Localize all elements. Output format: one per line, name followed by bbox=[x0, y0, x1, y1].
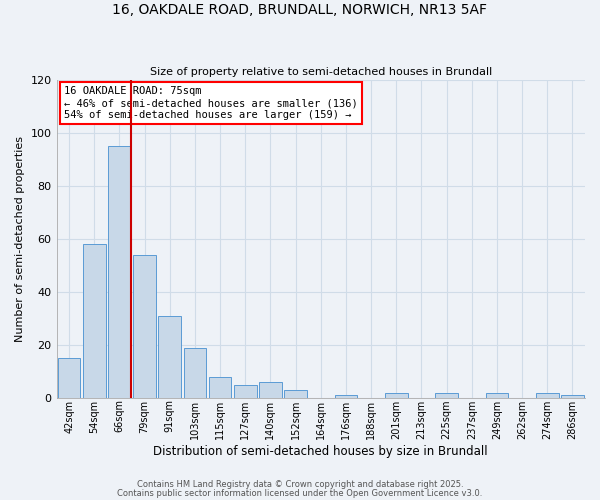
X-axis label: Distribution of semi-detached houses by size in Brundall: Distribution of semi-detached houses by … bbox=[154, 444, 488, 458]
Text: Contains public sector information licensed under the Open Government Licence v3: Contains public sector information licen… bbox=[118, 488, 482, 498]
Title: Size of property relative to semi-detached houses in Brundall: Size of property relative to semi-detach… bbox=[149, 66, 492, 76]
Y-axis label: Number of semi-detached properties: Number of semi-detached properties bbox=[15, 136, 25, 342]
Bar bbox=[259, 382, 282, 398]
Bar bbox=[561, 396, 584, 398]
Bar bbox=[485, 393, 508, 398]
Bar bbox=[284, 390, 307, 398]
Bar bbox=[83, 244, 106, 398]
Bar bbox=[209, 377, 232, 398]
Text: 16, OAKDALE ROAD, BRUNDALL, NORWICH, NR13 5AF: 16, OAKDALE ROAD, BRUNDALL, NORWICH, NR1… bbox=[113, 2, 487, 16]
Bar bbox=[133, 255, 156, 398]
Bar bbox=[335, 396, 357, 398]
Bar bbox=[108, 146, 131, 398]
Bar bbox=[536, 393, 559, 398]
Bar bbox=[158, 316, 181, 398]
Text: Contains HM Land Registry data © Crown copyright and database right 2025.: Contains HM Land Registry data © Crown c… bbox=[137, 480, 463, 489]
Bar bbox=[184, 348, 206, 398]
Bar bbox=[58, 358, 80, 398]
Bar bbox=[435, 393, 458, 398]
Bar bbox=[234, 385, 257, 398]
Text: 16 OAKDALE ROAD: 75sqm
← 46% of semi-detached houses are smaller (136)
54% of se: 16 OAKDALE ROAD: 75sqm ← 46% of semi-det… bbox=[64, 86, 358, 120]
Bar bbox=[385, 393, 407, 398]
